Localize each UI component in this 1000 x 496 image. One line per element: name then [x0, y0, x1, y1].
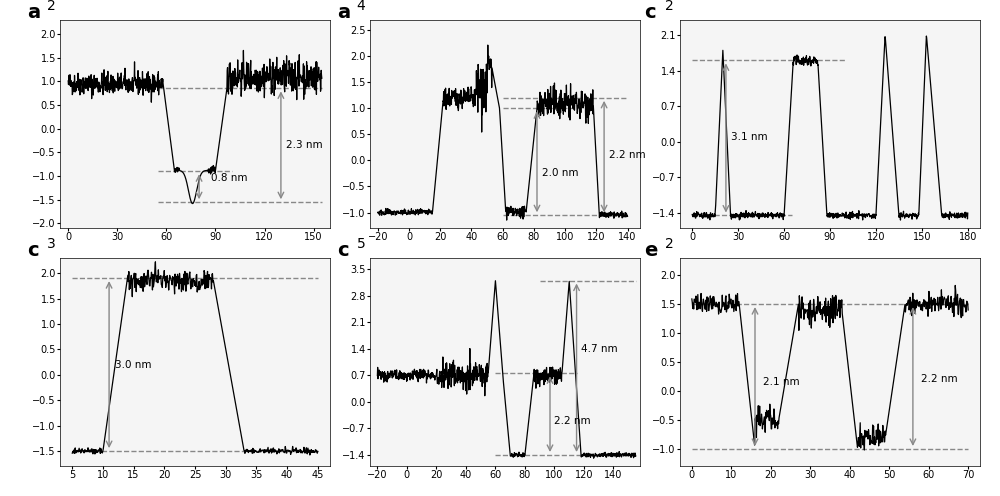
Text: c: c [338, 241, 349, 260]
Text: 2.2 nm: 2.2 nm [921, 374, 957, 384]
Text: 3: 3 [46, 237, 55, 251]
Text: 2.3 nm: 2.3 nm [286, 140, 322, 150]
Text: 2: 2 [665, 0, 674, 13]
Text: 2: 2 [46, 0, 55, 13]
Text: c: c [644, 3, 656, 22]
Text: 3.0 nm: 3.0 nm [115, 360, 152, 370]
Text: 4: 4 [356, 0, 365, 13]
Text: 5: 5 [356, 237, 365, 251]
Text: 2: 2 [665, 237, 674, 251]
Text: c: c [28, 241, 39, 260]
Text: 0.8 nm: 0.8 nm [211, 174, 247, 184]
Text: 3.1 nm: 3.1 nm [731, 132, 767, 142]
Text: 2.2 nm: 2.2 nm [554, 416, 591, 426]
Text: e: e [644, 241, 657, 260]
Text: a: a [338, 3, 351, 22]
Text: 2.0 nm: 2.0 nm [542, 169, 578, 179]
Text: 2.1 nm: 2.1 nm [763, 377, 800, 387]
Text: a: a [28, 3, 41, 22]
Text: 4.7 nm: 4.7 nm [581, 344, 618, 354]
Text: 2.2 nm: 2.2 nm [609, 150, 645, 160]
